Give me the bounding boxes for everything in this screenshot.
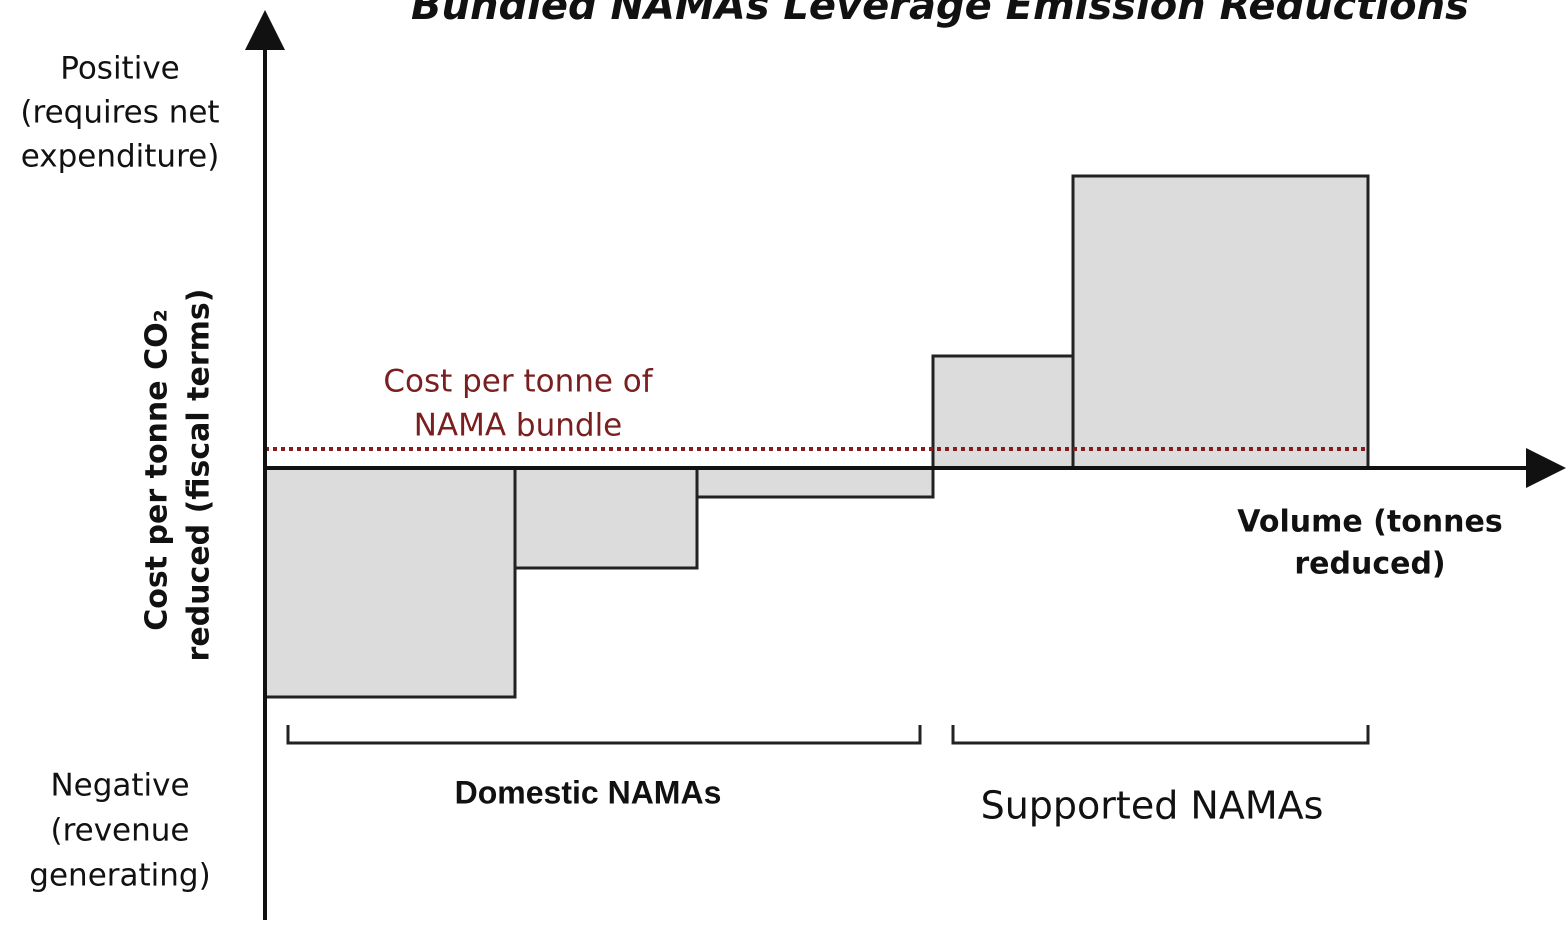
- bar: [1071, 174, 1370, 470]
- bar: [931, 354, 1075, 470]
- negative-label: generating): [29, 858, 210, 894]
- x-axis-label: Volume (tonnes: [1237, 505, 1502, 540]
- positive-label: (requires net: [20, 95, 219, 131]
- group-label: Supported NAMAs: [981, 784, 1324, 828]
- y-axis-label: reduced (fiscal terms): [182, 289, 217, 662]
- positive-label: Positive: [60, 51, 180, 87]
- x-axis-label: reduced): [1294, 547, 1445, 582]
- y-axis-label: Cost per tonne CO₂: [140, 309, 175, 630]
- negative-label: Negative: [50, 768, 189, 804]
- bundle-label: Cost per tonne of: [383, 364, 653, 400]
- bar: [513, 466, 699, 570]
- group-label: Domestic NAMAs: [455, 774, 722, 810]
- negative-label: (revenue: [50, 813, 189, 849]
- bundle-label: NAMA bundle: [414, 408, 623, 444]
- bracket: [286, 725, 922, 745]
- positive-label: expenditure): [21, 139, 220, 175]
- title: Bundled NAMAs Leverage Emission Reductio…: [411, 0, 1469, 29]
- bar: [695, 466, 935, 499]
- bracket: [951, 725, 1370, 745]
- bar: [263, 466, 517, 699]
